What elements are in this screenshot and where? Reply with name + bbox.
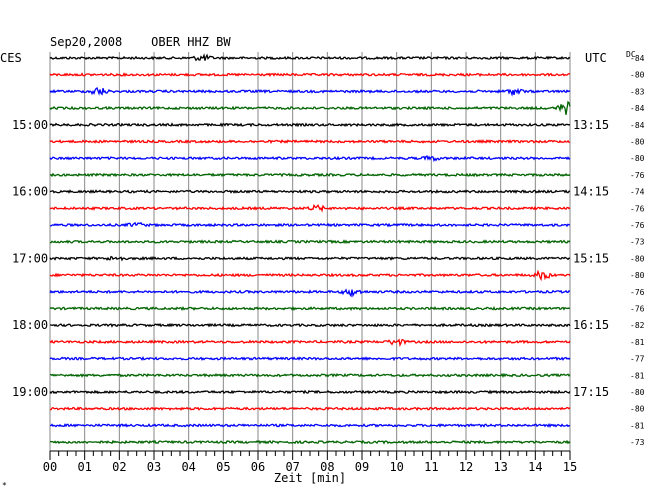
dc-value: -84 xyxy=(630,54,645,63)
right-timezone-label: UTC xyxy=(585,51,607,65)
dc-value: -76 xyxy=(630,221,645,230)
left-timezone-label: CES xyxy=(0,51,22,65)
chart-title: Sep20,2008 OBER HHZ BW xyxy=(50,35,231,49)
trace-line xyxy=(49,53,571,62)
dc-value: -80 xyxy=(630,271,645,280)
trace-line xyxy=(49,155,571,163)
dc-value: -81 xyxy=(630,371,645,380)
trace-line xyxy=(50,221,570,228)
trace-line xyxy=(49,355,571,362)
x-tick-label: 12 xyxy=(459,460,473,474)
x-tick-label: 06 xyxy=(251,460,265,474)
x-tick-label: 08 xyxy=(320,460,334,474)
dc-value: -84 xyxy=(630,121,645,130)
dc-value: -76 xyxy=(630,288,645,297)
right-time-label: 16:15 xyxy=(573,318,609,332)
right-time-label: 15:15 xyxy=(573,251,609,265)
trace-line xyxy=(49,422,571,428)
dc-value: -73 xyxy=(630,438,645,447)
trace-line xyxy=(49,305,571,312)
trace-line xyxy=(49,189,571,194)
dc-label: DC xyxy=(626,50,636,59)
trace-line xyxy=(49,122,571,128)
x-tick-label: 11 xyxy=(424,460,438,474)
trace-line xyxy=(49,239,571,245)
dc-value: -77 xyxy=(630,355,645,364)
left-time-label: 19:00 xyxy=(12,385,48,399)
trace-line xyxy=(49,338,571,348)
dc-value: -83 xyxy=(630,87,645,96)
x-tick-label: 09 xyxy=(355,460,369,474)
trace-line xyxy=(49,389,571,395)
trace-group xyxy=(49,53,571,445)
dc-value: -76 xyxy=(630,171,645,180)
right-time-label: 17:15 xyxy=(573,385,609,399)
dc-value: -80 xyxy=(630,138,645,147)
dc-value: -73 xyxy=(630,238,645,247)
trace-line xyxy=(50,372,571,378)
x-tick-label: 00 xyxy=(43,460,57,474)
trace-line xyxy=(49,139,571,144)
left-time-label: 16:00 xyxy=(12,185,48,199)
dc-value: -80 xyxy=(630,254,645,263)
right-time-label: 14:15 xyxy=(573,185,609,199)
trace-line xyxy=(49,86,571,97)
dc-value: -80 xyxy=(630,71,645,80)
x-tick-label: 07 xyxy=(285,460,299,474)
trace-line xyxy=(49,172,571,178)
x-tick-label: 03 xyxy=(147,460,161,474)
dc-value: -82 xyxy=(630,321,645,330)
dc-value: -84 xyxy=(630,104,645,113)
left-time-label: 15:00 xyxy=(12,118,48,132)
x-tick-label: 14 xyxy=(528,460,542,474)
time-labels: 15:00 16:00 17:00 18:00 19:00 13:15 14:15 15:15… xyxy=(12,118,609,399)
trace-line xyxy=(49,203,571,213)
x-tick-label: 01 xyxy=(77,460,91,474)
trace-line xyxy=(50,322,571,328)
dc-value: -76 xyxy=(630,204,645,213)
left-time-label: 18:00 xyxy=(12,318,48,332)
dc-value: -81 xyxy=(630,421,645,430)
trace-line xyxy=(49,288,571,298)
x-tick-label: 02 xyxy=(112,460,126,474)
dc-value: -81 xyxy=(630,338,645,347)
x-tick-label: 10 xyxy=(389,460,403,474)
x-tick-label: 13 xyxy=(493,460,507,474)
trace-line xyxy=(49,100,571,115)
trace-line xyxy=(49,406,571,412)
trace-line xyxy=(49,439,571,445)
trace-line xyxy=(49,72,570,78)
dc-value: -74 xyxy=(630,188,645,197)
dc-value: -76 xyxy=(630,305,645,314)
dc-values: -84 -80 -83 -84 -84 -80 -80 -76 -74 -76 -76 -73 -80 -… xyxy=(630,54,645,447)
dc-value: -80 xyxy=(630,405,645,414)
left-time-label: 17:00 xyxy=(12,251,48,265)
trace-line xyxy=(49,269,571,282)
x-axis-label: Zeit [min] xyxy=(274,471,346,485)
dc-value: -80 xyxy=(630,388,645,397)
footer-mark: * xyxy=(2,481,7,490)
grid-lines xyxy=(49,52,571,451)
x-tick-label: 05 xyxy=(216,460,230,474)
x-axis: 00 01 02 03 04 05 06 07 08 09 10 11 12 13 14 15 xyxy=(43,450,577,474)
trace-line xyxy=(49,255,570,262)
x-tick-label: 04 xyxy=(181,460,195,474)
dc-value: -80 xyxy=(630,154,645,163)
x-tick-label: 15 xyxy=(563,460,577,474)
right-time-label: 13:15 xyxy=(573,118,609,132)
